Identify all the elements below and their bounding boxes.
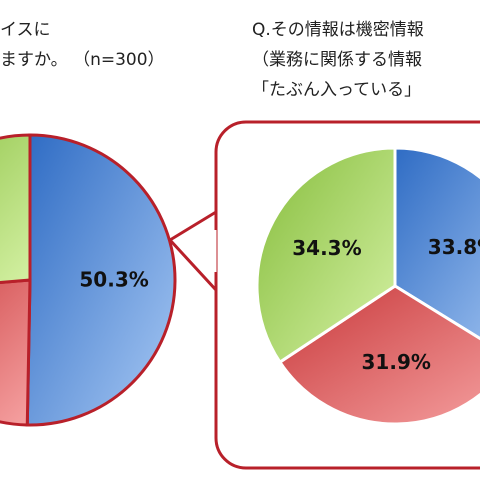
pie-slice	[0, 133, 32, 284]
pie-slice	[25, 133, 177, 427]
pie-slice	[0, 278, 32, 427]
title-line: （業務に関係する情報	[252, 50, 422, 70]
pie-slice	[255, 146, 397, 365]
data-label: 34.3%	[292, 236, 361, 260]
title-line: 「たぶん入っている」	[252, 80, 421, 100]
pie-slice	[277, 284, 480, 426]
data-label: 50.3%	[79, 267, 148, 291]
title-line: ますか。 （n=300）	[0, 50, 165, 70]
data-label: 31.9%	[362, 350, 431, 374]
callout-pointer	[167, 209, 218, 294]
data-label: 33.8%	[428, 235, 480, 259]
title-line: Q.その情報は機密情報	[252, 20, 424, 40]
pie-slice	[393, 146, 480, 341]
title-line: イスに	[0, 20, 51, 40]
